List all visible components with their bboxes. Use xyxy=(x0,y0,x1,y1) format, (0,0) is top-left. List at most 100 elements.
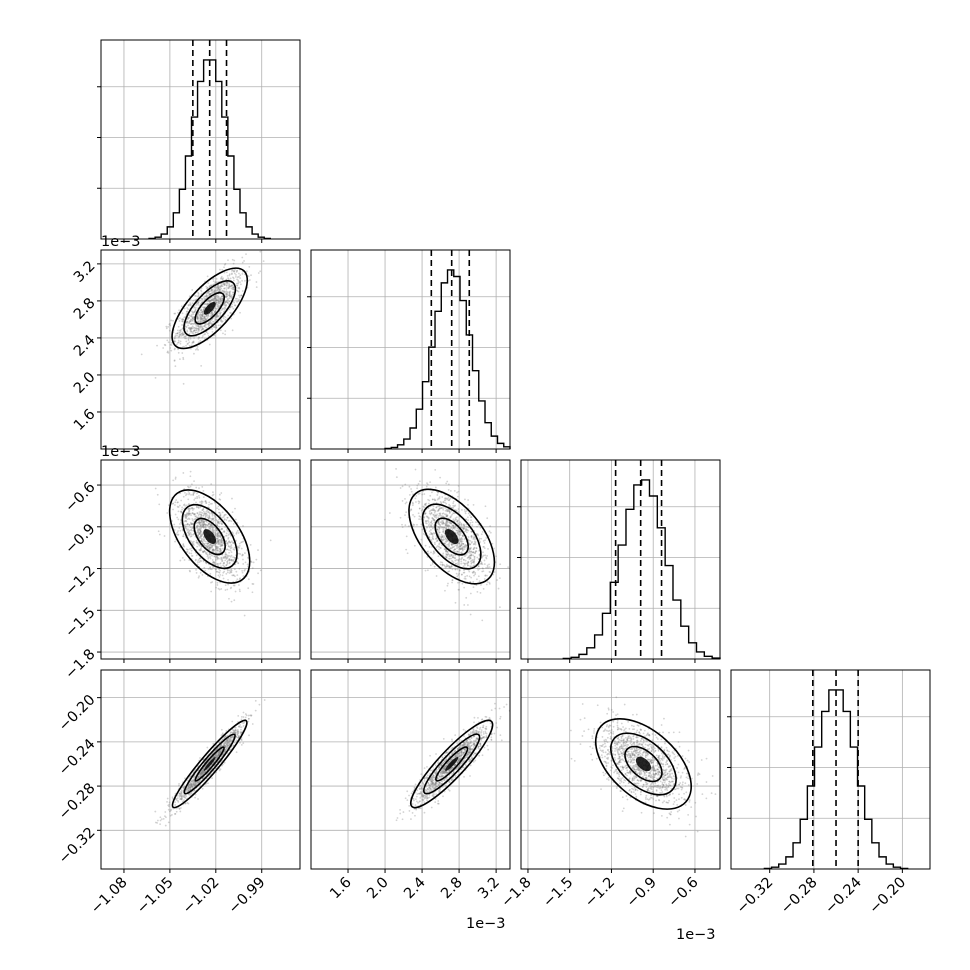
sample-point xyxy=(166,339,169,342)
sample-point xyxy=(217,557,219,559)
sample-point xyxy=(197,325,200,328)
sample-point xyxy=(227,737,230,740)
sample-point xyxy=(213,529,216,532)
sample-point xyxy=(451,524,454,527)
sample-point xyxy=(470,553,473,556)
density-level xyxy=(183,280,237,337)
sample-point xyxy=(441,512,444,515)
sample-point xyxy=(201,541,204,543)
sample-point xyxy=(195,295,197,297)
sample-point xyxy=(190,318,192,321)
sample-point xyxy=(229,541,232,544)
sample-point xyxy=(188,523,191,526)
sample-point xyxy=(462,523,465,526)
sample-point xyxy=(207,300,210,303)
sample-point xyxy=(186,513,189,515)
sample-point xyxy=(194,306,197,309)
sample-point xyxy=(473,562,475,564)
sample-point xyxy=(181,334,184,337)
sample-point xyxy=(471,551,473,554)
sample-point xyxy=(218,750,221,753)
sample-point xyxy=(217,537,220,539)
sample-point xyxy=(205,510,208,513)
sample-point xyxy=(459,548,462,550)
sample-point xyxy=(425,520,428,523)
sample-point xyxy=(258,703,261,706)
sample-point xyxy=(234,268,236,271)
sample-point xyxy=(193,352,195,355)
sample-point xyxy=(215,540,218,543)
sample-point xyxy=(228,597,230,600)
sample-point xyxy=(212,561,214,564)
sample-point xyxy=(228,743,231,746)
sample-point xyxy=(183,520,186,523)
sample-point xyxy=(237,732,239,735)
sample-point xyxy=(433,532,436,535)
sample-point xyxy=(238,584,240,586)
sample-point xyxy=(185,337,188,340)
sample-point xyxy=(209,322,212,325)
sample-point xyxy=(445,502,448,505)
sample-point xyxy=(473,574,475,577)
sample-point xyxy=(437,516,440,519)
sample-point xyxy=(437,508,440,511)
sample-point xyxy=(485,556,487,559)
sample-point xyxy=(188,533,191,536)
sample-point xyxy=(444,497,447,500)
sample-point xyxy=(453,548,456,551)
sample-point xyxy=(202,551,205,553)
sample-point xyxy=(443,564,446,567)
sample-point xyxy=(439,521,442,524)
sample-point xyxy=(189,315,192,317)
sample-point xyxy=(193,782,196,785)
sample-point xyxy=(227,277,229,279)
sample-point xyxy=(189,303,192,306)
sample-point xyxy=(201,314,204,317)
sample-point xyxy=(239,741,241,744)
sample-point xyxy=(225,534,228,537)
sample-point xyxy=(194,513,196,515)
sample-point xyxy=(198,315,201,317)
sample-point xyxy=(460,551,463,554)
sample-point xyxy=(470,554,473,557)
sample-point xyxy=(202,320,205,323)
sample-point xyxy=(197,329,200,331)
sample-point xyxy=(466,562,468,565)
sample-point xyxy=(177,534,179,536)
sample-point xyxy=(179,559,182,562)
density-level xyxy=(203,301,216,315)
sample-point xyxy=(456,531,459,534)
sample-point xyxy=(448,566,451,568)
sample-point xyxy=(215,308,218,310)
sample-point xyxy=(427,516,430,519)
sample-point xyxy=(223,304,226,307)
sample-point xyxy=(203,316,206,319)
sample-point xyxy=(187,335,190,338)
sample-point xyxy=(247,587,250,590)
sample-point xyxy=(185,513,187,516)
sample-point xyxy=(431,516,434,519)
sample-point xyxy=(235,736,238,739)
sample-point xyxy=(445,482,448,485)
sample-point xyxy=(188,326,191,329)
sample-point xyxy=(217,312,219,315)
sample-point xyxy=(220,319,223,322)
sample-point xyxy=(213,746,215,749)
sample-point xyxy=(189,320,192,323)
sample-point xyxy=(217,315,220,318)
sample-point xyxy=(460,540,463,543)
sample-point xyxy=(191,517,194,520)
sample-point xyxy=(197,534,199,537)
sample-point xyxy=(214,754,217,757)
sample-point xyxy=(195,505,198,508)
sample-point xyxy=(427,521,430,523)
scatter-points xyxy=(140,250,265,385)
sample-point xyxy=(178,309,180,312)
sample-point xyxy=(212,756,215,759)
sample-point xyxy=(460,538,463,541)
sample-point xyxy=(207,523,210,526)
sample-point xyxy=(190,320,192,322)
sample-point xyxy=(439,514,442,517)
sample-point xyxy=(470,576,473,579)
sample-point xyxy=(205,520,207,522)
